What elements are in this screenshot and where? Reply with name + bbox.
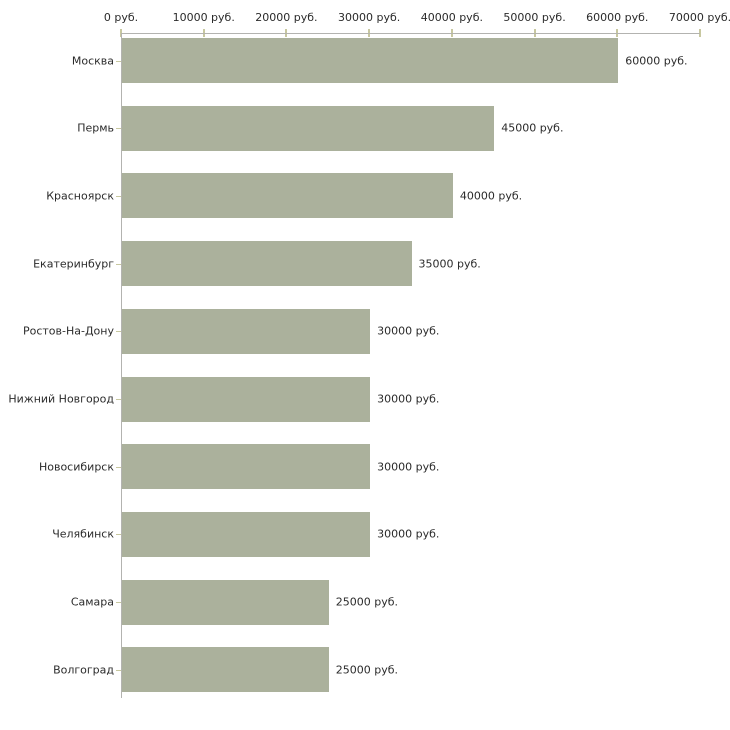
bar <box>122 511 371 557</box>
category-tick-mark <box>116 534 121 536</box>
bar <box>122 241 412 287</box>
x-tick-mark <box>699 29 701 37</box>
value-label: 35000 руб. <box>418 257 481 271</box>
value-label: 60000 руб. <box>625 54 688 67</box>
value-label: 30000 руб. <box>377 324 440 338</box>
category-label: Волгоград <box>53 663 114 677</box>
x-tick-label: 20000 руб. <box>255 11 318 24</box>
x-tick-label: 50000 руб. <box>503 11 566 24</box>
bar <box>122 105 495 151</box>
x-tick-label: 10000 руб. <box>172 11 235 24</box>
category-tick-mark <box>116 60 121 62</box>
category-tick-mark <box>116 128 121 130</box>
bar <box>122 647 329 693</box>
y-axis-line <box>121 33 122 698</box>
bar <box>122 579 329 625</box>
category-tick-mark <box>116 669 121 671</box>
category-label: Красноярск <box>46 189 114 203</box>
x-tick-label: 0 руб. <box>103 11 139 24</box>
bar <box>122 308 371 354</box>
value-label: 40000 руб. <box>459 189 523 203</box>
category-label: Ростов-На-Дону <box>22 324 114 338</box>
x-axis-line <box>121 33 700 34</box>
x-tick-label: 70000 руб. <box>668 11 730 24</box>
value-label: 45000 руб. <box>501 121 564 135</box>
bar <box>122 173 453 219</box>
bar <box>122 38 619 83</box>
category-label: Нижний Новгород <box>8 392 114 406</box>
value-label: 30000 руб. <box>377 460 440 474</box>
bar <box>122 376 371 422</box>
category-tick-mark <box>116 466 121 468</box>
value-label: 30000 руб. <box>377 527 440 541</box>
bar <box>122 444 371 490</box>
category-tick-mark <box>116 195 121 197</box>
category-label: Самара <box>70 595 114 609</box>
category-tick-mark <box>116 331 121 333</box>
category-label: Новосибирск <box>38 460 114 474</box>
category-label: Екатеринбург <box>33 257 114 271</box>
x-tick-label: 60000 руб. <box>586 11 649 24</box>
category-tick-mark <box>116 602 121 604</box>
category-tick-mark <box>116 263 121 265</box>
category-label: Москва <box>71 54 114 67</box>
category-tick-mark <box>116 399 121 400</box>
x-tick-label: 30000 руб. <box>338 11 401 24</box>
category-label: Пермь <box>77 121 114 135</box>
value-label: 30000 руб. <box>377 392 440 406</box>
value-label: 25000 руб. <box>335 663 399 677</box>
category-label: Челябинск <box>52 527 114 541</box>
x-tick-label: 40000 руб. <box>420 11 483 24</box>
value-label: 25000 руб. <box>335 595 399 609</box>
